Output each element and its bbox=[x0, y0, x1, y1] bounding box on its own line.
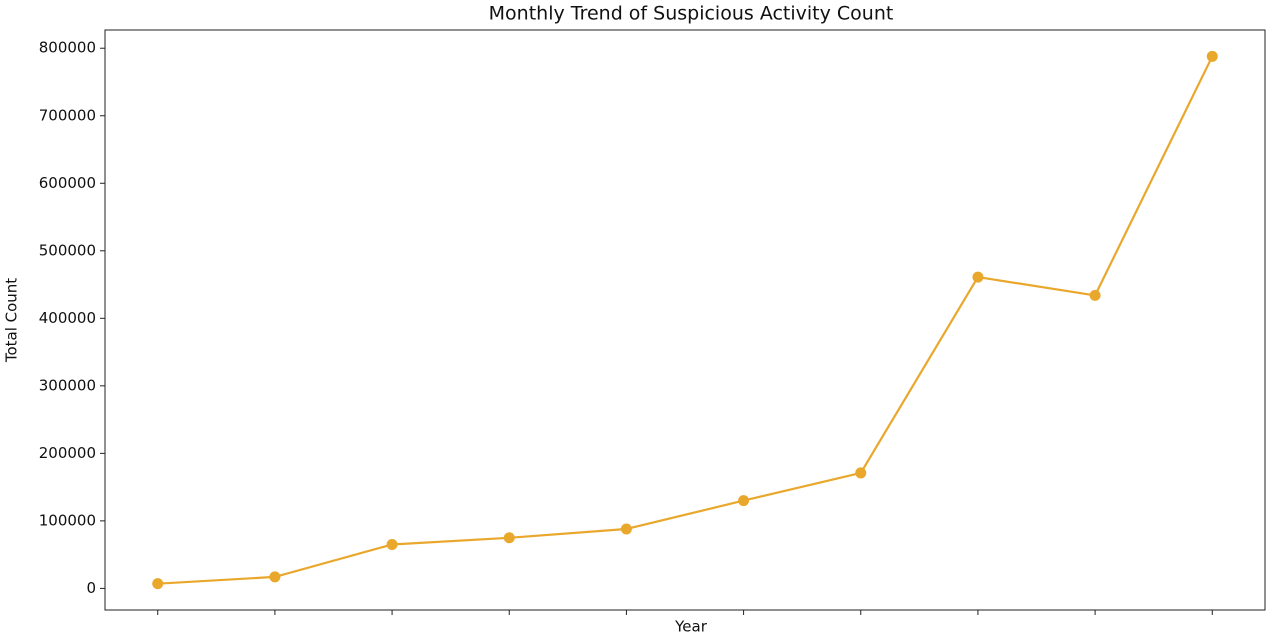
point bbox=[1206, 50, 1218, 62]
y-tick-label: 700000 bbox=[39, 106, 96, 124]
y-tick-label: 600000 bbox=[39, 174, 96, 192]
x-axis-label: Year bbox=[674, 618, 708, 635]
y-tick-label: 800000 bbox=[39, 39, 96, 57]
line bbox=[157, 55, 1214, 585]
point bbox=[738, 495, 750, 507]
point bbox=[620, 523, 632, 535]
y-tick-label: 500000 bbox=[39, 241, 96, 259]
point bbox=[855, 467, 867, 479]
point bbox=[503, 532, 515, 544]
y-tick-label: 300000 bbox=[39, 376, 96, 394]
y-axis-label: Total Count bbox=[3, 278, 21, 363]
point bbox=[972, 271, 984, 283]
y-tick-label: 400000 bbox=[39, 309, 96, 327]
y-tick-label: 200000 bbox=[39, 444, 96, 462]
y-tick-label: 0 bbox=[86, 579, 96, 597]
point bbox=[386, 539, 398, 551]
point bbox=[269, 571, 281, 583]
point bbox=[1089, 289, 1101, 301]
y-tick-label: 100000 bbox=[39, 511, 96, 529]
chart-title: Monthly Trend of Suspicious Activity Cou… bbox=[489, 3, 894, 25]
point bbox=[152, 578, 164, 590]
plot-frame bbox=[104, 29, 1266, 611]
